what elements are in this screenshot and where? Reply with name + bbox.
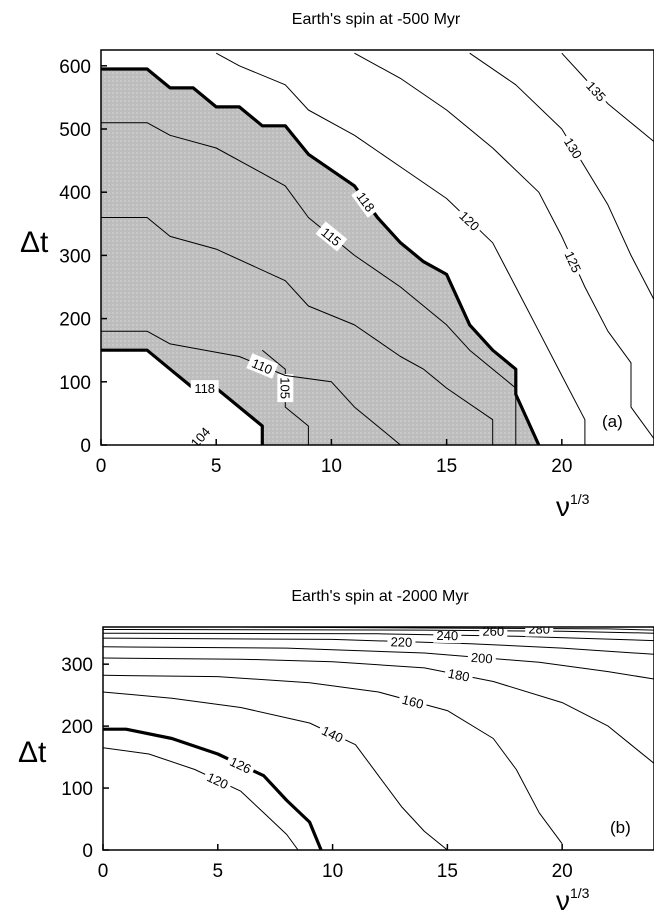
contour-line-260-8 [103,629,654,634]
contour-label-280: 280 [528,621,550,636]
contour-line-115-4 [101,122,517,445]
contour-label-bg [387,633,416,650]
y-tick-label: 100 [59,373,91,394]
contour-label-bg [190,380,219,397]
contour-line-180-4 [103,657,654,764]
contour-line-110-3 [101,217,494,445]
x-tick-label: 15 [437,861,458,882]
y-tick-label: 100 [61,779,93,800]
contour-label-200: 200 [470,650,493,667]
panel-a-x-ticks: 0 5 10 15 20 [96,439,572,477]
contour-label-bg [201,767,234,794]
x-tick-label: 0 [98,861,109,882]
y-tick-label: 300 [61,655,93,676]
contour-label-118: 118 [194,381,215,396]
y-tick-label: 200 [59,310,91,331]
x-tick-label: 15 [436,456,457,477]
contour-label-bg [433,627,462,644]
y-tick-label: 500 [59,120,91,141]
contour-line-240-7 [103,632,654,642]
contour-line-118-6 [101,67,541,445]
panel-a-frame [100,49,654,446]
contour-line-160-3 [103,674,563,845]
panel-a-label: (a) [602,412,623,431]
contour-label-240: 240 [436,628,458,643]
contour-line-130-9 [469,52,654,300]
x-tick-label: 10 [322,861,343,882]
panel-a-y-ticks: 0 100 200 300 400 500 600 [59,57,107,457]
x-tick-label: 20 [551,456,572,477]
contour-label-220: 220 [390,634,412,650]
contour-line-140-2 [103,691,448,850]
panel-a-shaded-region [101,68,539,445]
contour-line-126-1 [103,727,323,850]
x-tick-label: 10 [321,456,342,477]
panel-b: Earth's spin at -2000 Myr 12012614016018… [18,588,654,914]
panel-b-y-ticks: 0 100 200 300 [61,655,109,862]
y-tick-label: 600 [59,57,91,78]
contour-line-120 [103,747,299,850]
contour-label-bg [479,627,508,639]
contour-line-110-2 [101,330,401,445]
panel-b-label: (b) [610,818,631,837]
contour-line-200-5 [103,646,654,680]
y-tick-label: 300 [59,246,91,267]
panel-a-x-axis-label: ν1/3 [556,491,590,522]
contour-line-220-6 [103,637,654,655]
contour-line-120-7 [215,52,586,445]
contour-label-260: 260 [482,624,504,639]
x-tick-label: 5 [211,456,222,477]
panel-b-frame [102,626,654,851]
contour-label-bg [559,131,588,165]
x-tick-label: 5 [213,861,224,882]
contour-label-bg [351,185,381,218]
contour-line-125-8 [354,52,654,439]
contour-label-105: 105 [277,377,292,399]
y-tick-label: 0 [82,841,93,862]
contour-label-160: 160 [400,692,425,712]
panel-a: Earth's spin at -500 Myr 104105110115118… [20,11,654,522]
panel-b-y-axis-label: Δt [18,736,47,769]
x-tick-label: 0 [96,456,107,477]
panel-b-x-axis-label: ν1/3 [556,885,590,914]
contour-label-bg [581,75,612,107]
contour-label-bg [397,689,429,713]
y-tick-label: 0 [80,436,91,457]
contour-label-bg [443,664,475,686]
panel-b-x-ticks: 0 5 10 15 20 [98,844,573,882]
contour-label-bg [277,374,294,403]
contour-line-105-1 [261,349,309,445]
contour-label-bg [315,221,348,252]
contour-label-bg [246,353,279,379]
contour-label-bg [224,751,257,779]
y-tick-label: 200 [61,717,93,738]
panel-a-y-axis-label: Δt [20,226,49,259]
contour-label-bg [525,627,554,637]
contour-label-bg [454,205,486,237]
contour-label-bg [316,720,349,748]
contour-line-135-10 [561,52,654,142]
panel-a-title: Earth's spin at -500 Myr [292,11,461,28]
contour-label-bg [467,648,497,667]
x-tick-label: 20 [552,861,573,882]
shaded-region [101,68,539,445]
contour-label-bg [184,421,216,445]
contour-label-180: 180 [447,666,471,685]
contour-label-bg [560,245,587,278]
contour-label-110: 110 [250,356,275,378]
y-tick-label: 400 [59,183,91,204]
panel-b-title: Earth's spin at -2000 Myr [291,588,469,605]
